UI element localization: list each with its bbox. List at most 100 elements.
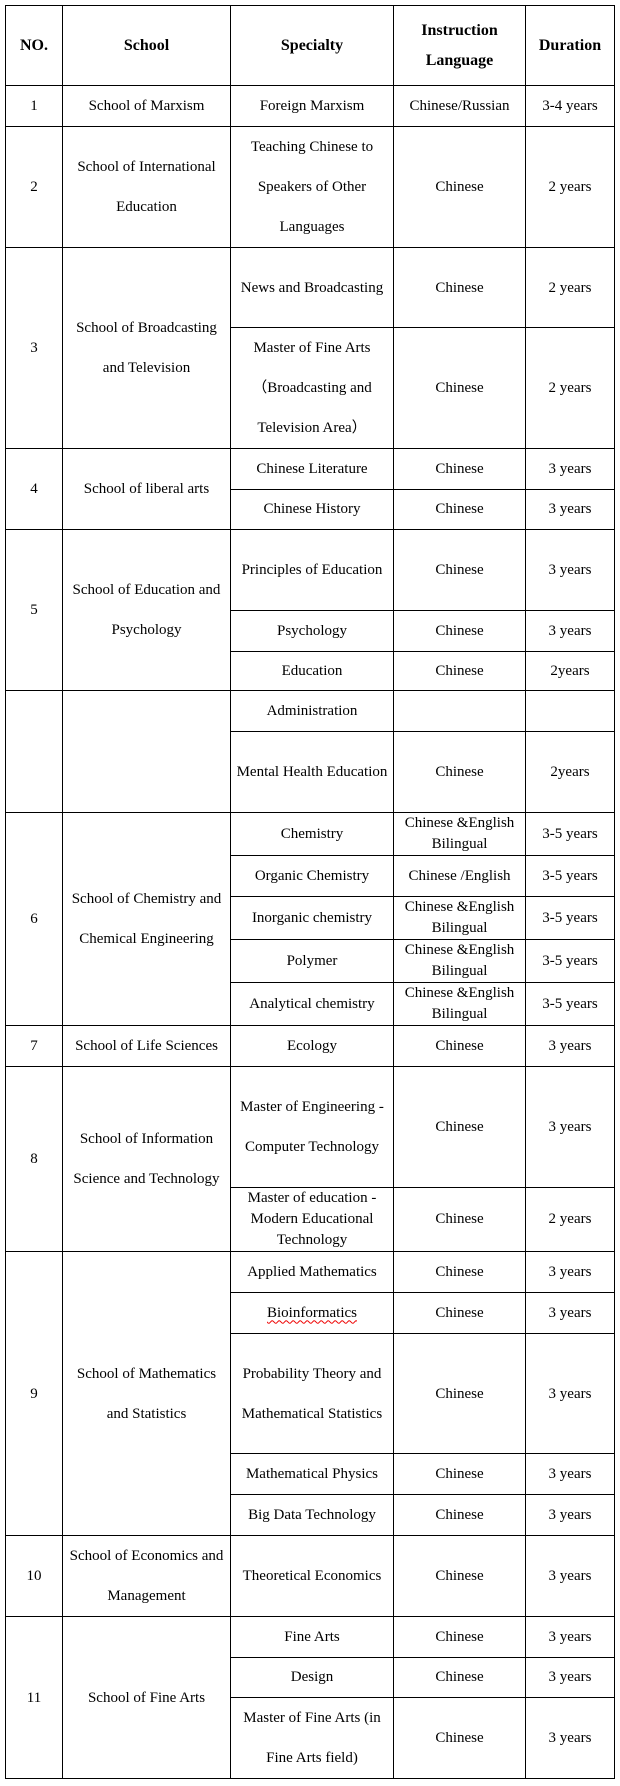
cell-language: Chinese: [393, 247, 526, 328]
cell-duration: 2years: [525, 731, 615, 813]
cell-specialty: Education: [230, 651, 394, 691]
cell-language: Chinese: [393, 1494, 526, 1536]
header-no: NO.: [5, 5, 63, 86]
cell-school: School of Mathematics and Statistics: [62, 1251, 231, 1536]
cell-language: Chinese: [393, 1251, 526, 1293]
table-row: Design Chinese 3 years: [6, 1657, 615, 1698]
table-row: 10 School of Economics and Management Theo…: [5, 1535, 615, 1617]
table-row: 5 School of Education and Psychology Princ…: [5, 529, 615, 691]
cell-language: Chinese &English Bilingual: [393, 982, 526, 1026]
cell-specialty: Applied Mathematics: [230, 1251, 394, 1293]
table-row: Psychology Chinese 3 years: [6, 610, 615, 652]
cell-school: School of International Education: [62, 126, 231, 248]
cell-language: Chinese: [393, 1453, 526, 1495]
cell-language: Chinese: [393, 1292, 526, 1334]
header-duration: Duration: [525, 5, 615, 86]
cell-language: Chinese: [393, 1697, 526, 1779]
cell-specialty: Master of Fine Arts (in Fine Arts field): [230, 1697, 394, 1779]
cell-duration: 3 years: [525, 1616, 615, 1658]
cell-no: 3: [5, 247, 63, 449]
table-row: 2 School of International Education Teachi…: [5, 126, 615, 248]
cell-duration: 3-5 years: [525, 982, 615, 1026]
cell-specialty: Analytical chemistry: [230, 982, 394, 1026]
cell-language: Chinese: [393, 1066, 526, 1188]
cell-language: Chinese: [393, 1616, 526, 1658]
header-language: Instruction Language: [393, 5, 526, 86]
cell-language: Chinese: [393, 529, 526, 611]
table-row: Master of Fine Arts （Broadcasting and Te…: [6, 327, 615, 449]
cell-duration: 3 years: [525, 1535, 615, 1617]
cell-specialty: Probability Theory and Mathematical Stat…: [230, 1333, 394, 1454]
cell-specialty: Foreign Marxism: [230, 85, 394, 127]
cell-specialty: Fine Arts: [230, 1616, 394, 1658]
cell-duration: 3 years: [525, 1333, 615, 1454]
cell-duration: 3-5 years: [525, 896, 615, 940]
cell-no: 8: [5, 1066, 63, 1252]
cell-duration: [525, 690, 615, 732]
table-row: Inorganic chemistry Chinese &English Bili…: [6, 896, 615, 940]
cell-school: School of Economics and Management: [62, 1535, 231, 1617]
cell-language: Chinese &English Bilingual: [393, 896, 526, 940]
cell-school: School of Education and Psychology: [62, 529, 231, 691]
cell-language: Chinese /English: [393, 855, 526, 897]
cell-language: Chinese: [393, 1535, 526, 1617]
cell-duration: 3 years: [525, 610, 615, 652]
cell-duration: 3-4 years: [525, 85, 615, 127]
cell-no: 5: [5, 529, 63, 691]
header-specialty: Specialty: [230, 5, 394, 86]
cell-specialty: Master of Fine Arts （Broadcasting and Te…: [230, 327, 394, 449]
table-row: 7 School of Life Sciences Ecology Chinese 3 …: [5, 1025, 615, 1067]
cell-duration: 2 years: [525, 1187, 615, 1252]
cell-no: 4: [5, 448, 63, 530]
cell-duration: 3-5 years: [525, 812, 615, 856]
cell-duration: 2 years: [525, 247, 615, 328]
cell-school: School of Information Science and Techno…: [62, 1066, 231, 1252]
cell-duration: 2years: [525, 651, 615, 691]
cell-specialty: Chinese Literature: [230, 448, 394, 490]
cell-no: 1: [5, 85, 63, 127]
cell-duration: 3 years: [525, 1657, 615, 1698]
table-row: 9 School of Mathematics and Statistics App…: [5, 1251, 615, 1536]
cell-specialty: Theoretical Economics: [230, 1535, 394, 1617]
programs-table: NO. School Specialty Instruction Languag…: [5, 5, 615, 1779]
cell-duration: 3 years: [525, 1697, 615, 1779]
table-row: Administration: [5, 690, 615, 813]
cell-school: School of Broadcasting and Television: [62, 247, 231, 449]
cell-duration: 3 years: [525, 1025, 615, 1067]
cell-language: Chinese: [393, 327, 526, 449]
cell-language: [393, 690, 526, 732]
cell-specialty: Organic Chemistry: [230, 855, 394, 897]
table-row: Bioinformatics Chinese 3 years: [6, 1292, 615, 1334]
cell-duration: 3 years: [525, 489, 615, 530]
cell-specialty: Chinese History: [230, 489, 394, 530]
table-row: Analytical chemistry Chinese &English Bil…: [6, 982, 615, 1026]
cell-duration: 3 years: [525, 1453, 615, 1495]
cell-school: School of Life Sciences: [62, 1025, 231, 1067]
cell-no: 7: [5, 1025, 63, 1067]
cell-specialty: Administration: [230, 690, 394, 732]
cell-specialty: Mathematical Physics: [230, 1453, 394, 1495]
cell-school: School of Fine Arts: [62, 1616, 231, 1779]
cell-duration: 3 years: [525, 1494, 615, 1536]
table-row: 11 School of Fine Arts Fine Arts Chinese 3 y…: [5, 1616, 615, 1779]
table-row: Organic Chemistry Chinese /English 3-5 yea…: [6, 855, 615, 897]
cell-specialty: Polymer: [230, 939, 394, 983]
header-school: School: [62, 5, 231, 86]
cell-specialty: Teaching Chinese to Speakers of Other La…: [230, 126, 394, 248]
table-row: Mental Health Education Chinese 2years: [6, 731, 615, 813]
cell-language: Chinese: [393, 651, 526, 691]
cell-duration: 3-5 years: [525, 939, 615, 983]
cell-duration: 3-5 years: [525, 855, 615, 897]
table-row: Probability Theory and Mathematical Stat…: [6, 1333, 615, 1454]
cell-duration: 2 years: [525, 126, 615, 248]
cell-language: Chinese &English Bilingual: [393, 939, 526, 983]
cell-no: 11: [5, 1616, 63, 1779]
table-row: Master of education - Modern Educational…: [6, 1187, 615, 1252]
cell-specialty: Big Data Technology: [230, 1494, 394, 1536]
table-row: 4 School of liberal arts Chinese Literatur…: [5, 448, 615, 530]
cell-no: [5, 690, 63, 813]
cell-specialty: Psychology: [230, 610, 394, 652]
cell-specialty: Ecology: [230, 1025, 394, 1067]
table-row: 8 School of Information Science and Techn…: [5, 1066, 615, 1252]
cell-specialty: Master of Engineering - Computer Technol…: [230, 1066, 394, 1188]
